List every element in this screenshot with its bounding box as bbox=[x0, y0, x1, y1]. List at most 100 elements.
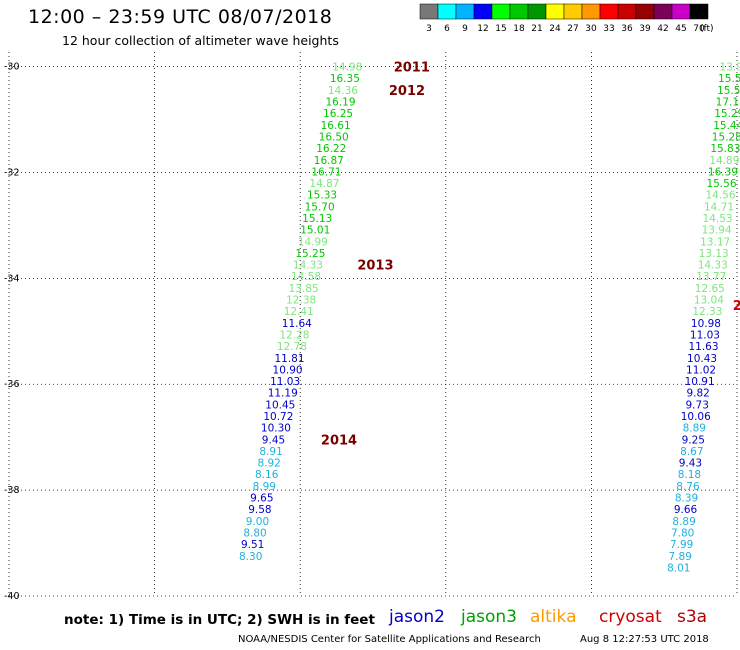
swh-value: 8.92 bbox=[257, 458, 280, 470]
swh-value: 16.25 bbox=[323, 108, 353, 120]
swh-value: 16.19 bbox=[325, 97, 355, 109]
swh-value: 15.33 bbox=[307, 190, 337, 202]
swh-value: 15.50 bbox=[717, 85, 740, 97]
legend-jason2: jason2 bbox=[389, 607, 445, 627]
swh-value: 9.58 bbox=[248, 504, 271, 516]
swh-value: 12.33 bbox=[692, 306, 722, 318]
colorbar-tick-label: 36 bbox=[621, 24, 633, 34]
swh-value: 7.99 bbox=[670, 539, 693, 551]
lat-tick-label: -38 bbox=[4, 485, 20, 496]
swh-value: 15.25 bbox=[295, 248, 325, 260]
swh-value: 15.56 bbox=[706, 178, 736, 190]
swh-value: 17.17 bbox=[716, 97, 740, 109]
colorbar-tick-label: 70 bbox=[693, 24, 705, 34]
swh-value: 14.33 bbox=[293, 260, 323, 272]
swh-value: 10.90 bbox=[273, 364, 303, 376]
map-plot: -30-32-34-36-38-40-165-162-159-156-153-1… bbox=[4, 52, 740, 600]
swh-value: 9.51 bbox=[241, 539, 264, 551]
swh-value: 13.04 bbox=[694, 295, 724, 307]
swh-value: 8.16 bbox=[255, 469, 279, 481]
swh-value: 14.53 bbox=[703, 213, 733, 225]
swh-value: 9.00 bbox=[246, 516, 269, 528]
time-label: 2014 bbox=[321, 433, 357, 448]
colorbar-tick-label: 24 bbox=[549, 24, 561, 34]
footer-credit: NOAA/NESDIS Center for Satellite Applica… bbox=[238, 634, 541, 645]
swh-value: 16.35 bbox=[330, 73, 360, 85]
swh-value: 12.78 bbox=[277, 341, 307, 353]
swh-value: 9.65 bbox=[250, 493, 273, 505]
legend-cryosat: cryosat bbox=[599, 607, 662, 627]
colorbar-tick-label: 45 bbox=[675, 24, 686, 34]
lat-tick-label: -32 bbox=[4, 167, 20, 178]
colorbar-legend: 3 6 9 12 15 18 21 24 27 30 33 36 39 42 45 70(ft) bbox=[419, 3, 714, 34]
swh-value: 16.50 bbox=[319, 131, 349, 143]
legend-jason3: jason3 bbox=[461, 607, 517, 627]
swh-value: 12.41 bbox=[284, 306, 314, 318]
swh-value: 10.43 bbox=[687, 353, 717, 365]
swh-value: 11.19 bbox=[268, 388, 298, 400]
colorbar-tick-label: 27 bbox=[567, 24, 578, 34]
swh-value: 9.73 bbox=[686, 399, 709, 411]
swh-value: 10.91 bbox=[685, 376, 715, 388]
swh-value: 15.83 bbox=[710, 143, 740, 155]
swh-value: 8.18 bbox=[678, 469, 701, 481]
swh-value: 11.63 bbox=[688, 341, 718, 353]
swh-value: 15.44 bbox=[713, 120, 740, 132]
swh-value: 7.80 bbox=[671, 527, 694, 539]
footer-note: note: 1) Time is in UTC; 2) SWH is in fe… bbox=[64, 612, 375, 628]
colorbar-tick-label: 33 bbox=[603, 24, 614, 34]
swh-value: 8.80 bbox=[243, 527, 266, 539]
swh-value: 8.89 bbox=[683, 423, 706, 435]
colorbar-tick-label: 6 bbox=[444, 24, 450, 34]
colorbar-swatch bbox=[689, 3, 709, 20]
swh-value: 10.30 bbox=[261, 423, 291, 435]
swh-value: 12.65 bbox=[695, 283, 725, 295]
swh-value: 14.98 bbox=[332, 62, 362, 74]
swh-value: 11.02 bbox=[686, 364, 716, 376]
swh-value: 13.92 bbox=[720, 62, 740, 74]
lat-tick-label: -30 bbox=[4, 62, 20, 73]
colorbar-tick-label: 39 bbox=[639, 24, 651, 34]
swh-value: 12.38 bbox=[286, 295, 316, 307]
legend-altika: altika bbox=[530, 607, 577, 627]
colorbar-tick-label: 15 bbox=[495, 24, 506, 34]
swh-value: 15.51 bbox=[718, 73, 740, 85]
swh-value: 10.45 bbox=[265, 399, 295, 411]
swh-value: 14.99 bbox=[298, 236, 328, 248]
swh-value: 9.45 bbox=[262, 434, 285, 446]
page-title: 12:00 – 23:59 UTC 08/07/2018 bbox=[28, 6, 333, 28]
colorbar-tick-label: 3 bbox=[426, 24, 432, 34]
swh-value: 15.70 bbox=[305, 201, 335, 213]
swh-value: 8.89 bbox=[672, 516, 695, 528]
swh-value: 16.61 bbox=[321, 120, 351, 132]
swh-value: 10.06 bbox=[681, 411, 711, 423]
colorbar-tick-label: 42 bbox=[657, 24, 668, 34]
swh-value: 16.71 bbox=[311, 166, 341, 178]
swh-value: 16.39 bbox=[708, 166, 738, 178]
swh-value: 8.76 bbox=[676, 481, 700, 493]
colorbar-tick-label: 30 bbox=[585, 24, 597, 34]
swh-value: 10.72 bbox=[263, 411, 293, 423]
swh-value: 9.82 bbox=[686, 388, 709, 400]
colorbar-tick-label: 9 bbox=[462, 24, 468, 34]
colorbar-tick-label: 21 bbox=[531, 24, 542, 34]
swh-value: 7.89 bbox=[669, 551, 692, 563]
swh-value: 14.87 bbox=[309, 178, 339, 190]
swh-value: 13.17 bbox=[700, 236, 730, 248]
footer-timestamp: Aug 8 12:27:53 UTC 2018 bbox=[580, 634, 709, 645]
swh-value: 15.01 bbox=[300, 225, 330, 237]
swh-value: 13.85 bbox=[289, 283, 319, 295]
swh-value: 14.58 bbox=[291, 271, 321, 283]
swh-value: 14.71 bbox=[704, 201, 734, 213]
swh-value: 13.77 bbox=[696, 271, 726, 283]
swh-value: 15.13 bbox=[302, 213, 332, 225]
lat-tick-label: -34 bbox=[4, 273, 20, 284]
swh-value: 8.99 bbox=[253, 481, 276, 493]
swh-value: 8.67 bbox=[680, 446, 703, 458]
colorbar-tick-label: 18 bbox=[513, 24, 525, 34]
time-label: 2013 bbox=[357, 259, 393, 274]
swh-value: 9.25 bbox=[682, 434, 705, 446]
swh-value: 11.03 bbox=[690, 329, 720, 341]
swh-value: 14.89 bbox=[709, 155, 739, 167]
